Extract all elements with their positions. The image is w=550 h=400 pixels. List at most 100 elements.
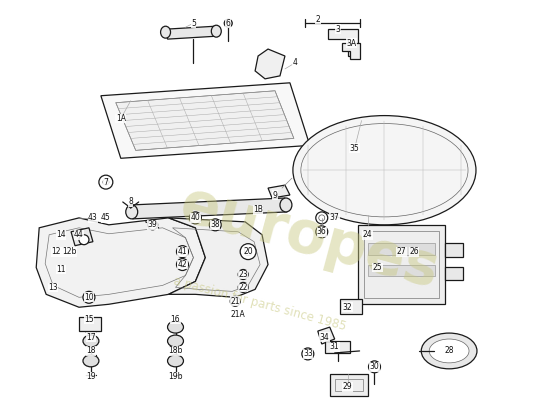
Text: 2: 2 xyxy=(315,15,320,24)
Ellipse shape xyxy=(210,219,221,231)
Text: 1B: 1B xyxy=(253,206,263,214)
Bar xyxy=(324,341,350,353)
Text: 21A: 21A xyxy=(231,310,245,319)
Bar xyxy=(367,264,435,276)
Ellipse shape xyxy=(179,262,185,268)
Text: 17: 17 xyxy=(86,332,96,342)
Text: 30: 30 xyxy=(370,362,379,371)
Text: 25: 25 xyxy=(373,263,382,272)
Text: 1A: 1A xyxy=(116,114,126,123)
Ellipse shape xyxy=(233,299,238,304)
Text: 36: 36 xyxy=(317,227,327,236)
Ellipse shape xyxy=(319,215,324,221)
Text: 28: 28 xyxy=(444,346,454,356)
Text: europes: europes xyxy=(174,176,446,300)
Text: 41: 41 xyxy=(178,247,188,256)
Ellipse shape xyxy=(79,235,89,245)
Polygon shape xyxy=(255,49,285,79)
Text: 31: 31 xyxy=(330,342,339,352)
Ellipse shape xyxy=(244,248,252,256)
Ellipse shape xyxy=(99,175,113,189)
Ellipse shape xyxy=(147,220,158,230)
Text: 18: 18 xyxy=(86,346,96,356)
Text: 11: 11 xyxy=(56,265,66,274)
Text: 10: 10 xyxy=(84,293,94,302)
Ellipse shape xyxy=(316,226,328,238)
Ellipse shape xyxy=(83,355,99,367)
Text: 12b: 12b xyxy=(62,247,76,256)
Text: 39: 39 xyxy=(148,220,157,229)
Bar xyxy=(364,231,439,298)
Ellipse shape xyxy=(212,222,218,228)
Polygon shape xyxy=(268,185,290,198)
Ellipse shape xyxy=(83,321,99,333)
Ellipse shape xyxy=(103,179,109,185)
Ellipse shape xyxy=(83,291,95,303)
Text: 13: 13 xyxy=(48,283,58,292)
Ellipse shape xyxy=(83,335,99,347)
Polygon shape xyxy=(101,83,310,158)
Text: 35: 35 xyxy=(350,144,360,153)
Text: 18b: 18b xyxy=(168,346,183,356)
Polygon shape xyxy=(318,327,335,344)
Ellipse shape xyxy=(293,116,476,225)
Text: 43: 43 xyxy=(88,213,98,222)
Ellipse shape xyxy=(224,19,232,27)
Polygon shape xyxy=(168,218,268,297)
Text: 27: 27 xyxy=(397,247,406,256)
Bar xyxy=(335,379,362,391)
Text: a passion for parts since 1985: a passion for parts since 1985 xyxy=(172,275,348,334)
Text: 3A: 3A xyxy=(346,38,356,48)
Ellipse shape xyxy=(238,282,248,292)
Bar xyxy=(340,299,361,314)
Ellipse shape xyxy=(241,272,246,277)
Ellipse shape xyxy=(368,361,381,373)
Text: 20: 20 xyxy=(243,247,253,256)
Text: 14: 14 xyxy=(56,230,66,239)
Bar xyxy=(79,317,101,331)
Polygon shape xyxy=(342,43,360,59)
Bar xyxy=(358,225,445,304)
Ellipse shape xyxy=(189,212,201,224)
Text: 19b: 19b xyxy=(168,372,183,381)
Ellipse shape xyxy=(161,26,170,38)
Ellipse shape xyxy=(302,348,314,360)
Text: 34: 34 xyxy=(320,332,329,342)
Bar xyxy=(367,243,435,255)
Text: 22: 22 xyxy=(238,283,248,292)
Text: 21: 21 xyxy=(230,297,240,306)
Ellipse shape xyxy=(168,355,184,367)
Bar xyxy=(329,374,367,396)
Text: 24: 24 xyxy=(362,230,372,239)
Ellipse shape xyxy=(126,205,138,219)
Text: 8: 8 xyxy=(128,198,133,206)
Text: 9: 9 xyxy=(273,190,277,200)
Text: 29: 29 xyxy=(343,382,353,391)
Text: 16: 16 xyxy=(170,315,180,324)
Ellipse shape xyxy=(238,270,248,280)
Ellipse shape xyxy=(168,321,184,333)
Ellipse shape xyxy=(230,296,240,306)
Ellipse shape xyxy=(241,285,246,290)
Text: 33: 33 xyxy=(303,350,313,358)
Text: 32: 32 xyxy=(343,303,353,312)
Text: 3: 3 xyxy=(336,25,340,34)
Ellipse shape xyxy=(316,212,328,224)
Ellipse shape xyxy=(177,246,189,258)
Text: 38: 38 xyxy=(211,220,220,229)
Polygon shape xyxy=(131,198,287,219)
Ellipse shape xyxy=(319,229,324,235)
Text: 23: 23 xyxy=(238,270,248,279)
Ellipse shape xyxy=(86,294,92,300)
Text: 45: 45 xyxy=(101,213,111,222)
Text: 40: 40 xyxy=(190,213,200,222)
Ellipse shape xyxy=(429,339,469,363)
Ellipse shape xyxy=(240,244,256,260)
Polygon shape xyxy=(445,266,463,280)
Ellipse shape xyxy=(421,333,477,369)
Polygon shape xyxy=(36,218,205,307)
Ellipse shape xyxy=(280,198,292,212)
Text: 7: 7 xyxy=(103,178,108,187)
Polygon shape xyxy=(166,26,217,39)
Text: 4: 4 xyxy=(293,58,298,68)
